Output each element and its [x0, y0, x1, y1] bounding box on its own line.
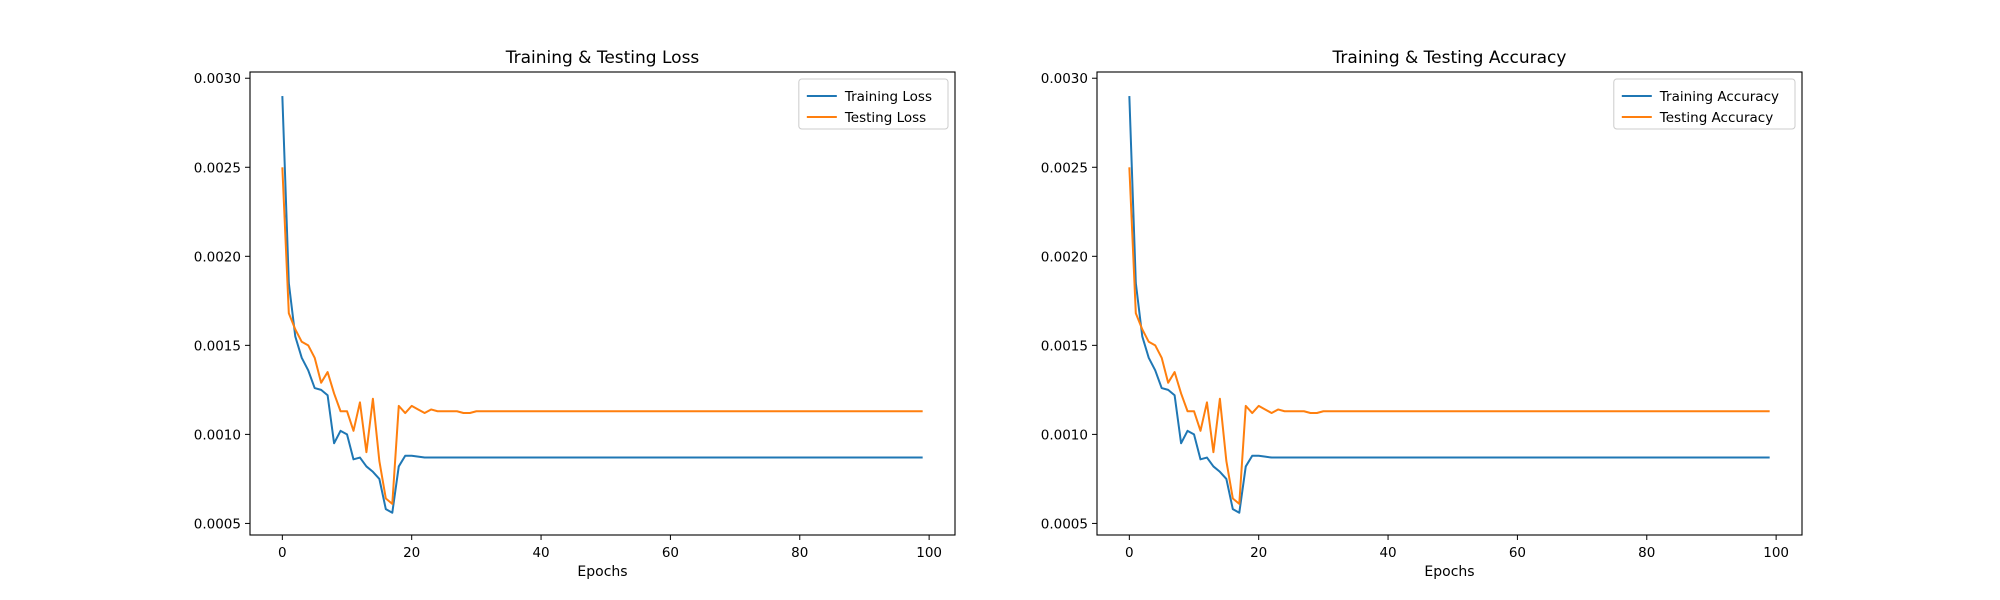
x-tick-label: 40 — [1379, 545, 1396, 561]
y-tick-label: 0.0030 — [1041, 71, 1088, 87]
x-tick-label: 80 — [1638, 545, 1655, 561]
y-tick-label: 0.0025 — [1041, 160, 1088, 176]
accuracy-chart: Training & Testing Accuracy Epochs Train… — [1041, 48, 1803, 580]
plot-frame — [1096, 71, 1803, 536]
x-axis-label: Epochs — [577, 564, 627, 580]
legend-box — [1613, 78, 1796, 130]
y-tick-label: 0.0010 — [1041, 427, 1088, 443]
y-tick-label: 0.0010 — [194, 427, 241, 443]
series-line-0 — [281, 96, 923, 514]
x-tick-label: 60 — [1509, 545, 1526, 561]
x-tick-label: 80 — [791, 545, 808, 561]
plot-frame — [249, 71, 956, 536]
legend-label-0: Training Loss — [844, 89, 932, 105]
chart-title: Training & Testing Loss — [505, 48, 700, 68]
y-tick-label: 0.0020 — [1041, 249, 1088, 265]
y-tick-label: 0.0025 — [194, 160, 241, 176]
loss-chart: Training & Testing Loss Epochs Training … — [194, 48, 956, 580]
x-tick-label: 40 — [532, 545, 549, 561]
x-tick-label: 0 — [278, 545, 287, 561]
x-tick-label: 0 — [1125, 545, 1134, 561]
chart-title: Training & Testing Accuracy — [1332, 48, 1567, 68]
y-tick-label: 0.0005 — [1041, 516, 1088, 532]
y-tick-label: 0.0015 — [194, 338, 241, 354]
y-tick-label: 0.0015 — [1041, 338, 1088, 354]
y-tick-label: 0.0020 — [194, 249, 241, 265]
x-tick-label: 60 — [662, 545, 679, 561]
series-line-1 — [1128, 167, 1770, 505]
x-tick-label: 100 — [916, 545, 942, 561]
legend-label-0: Training Accuracy — [1659, 89, 1779, 105]
y-tick-label: 0.0005 — [194, 516, 241, 532]
series-line-1 — [281, 167, 923, 505]
x-tick-label: 20 — [403, 545, 420, 561]
series-line-0 — [1128, 96, 1770, 514]
legend-label-1: Testing Loss — [844, 110, 926, 126]
legend-label-1: Testing Accuracy — [1659, 110, 1773, 126]
x-tick-label: 100 — [1763, 545, 1789, 561]
x-tick-label: 20 — [1250, 545, 1267, 561]
y-tick-label: 0.0030 — [194, 71, 241, 87]
x-axis-label: Epochs — [1424, 564, 1474, 580]
